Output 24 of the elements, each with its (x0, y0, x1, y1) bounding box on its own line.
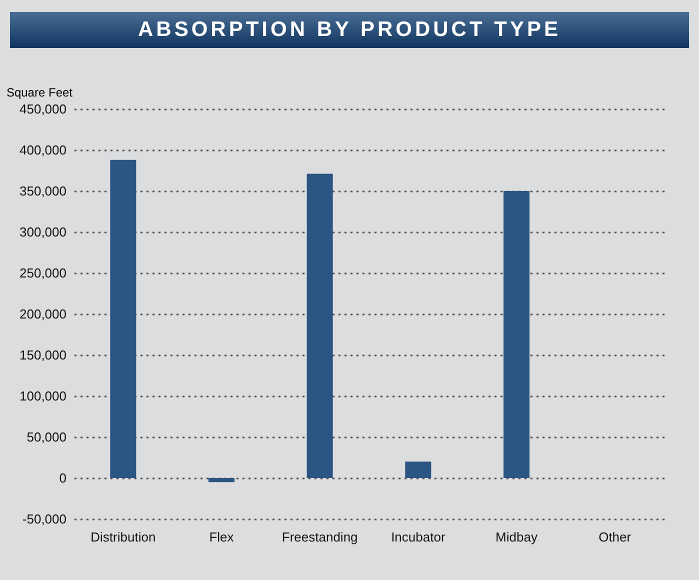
y-tick-label: 50,000 (26, 430, 66, 444)
x-tick-label: Midbay (496, 530, 538, 544)
bar (110, 160, 136, 478)
y-tick-label: 100,000 (20, 388, 66, 404)
y-tick-label: 300,000 (20, 224, 66, 240)
y-axis-title: Square Feet (6, 86, 74, 100)
x-tick-label: Incubator (391, 530, 446, 544)
y-tick-label: 350,000 (20, 184, 66, 198)
chart-title: ABSORPTION BY PRODUCT TYPE (10, 12, 689, 48)
x-tick-label: Other (598, 530, 632, 544)
x-tick-label: Freestanding (282, 530, 358, 544)
x-tick-label: Distribution (90, 530, 156, 544)
bar (405, 462, 432, 478)
y-tick-label: 200,000 (20, 306, 66, 322)
y-tick-label: -50,000 (22, 512, 66, 526)
y-tick-label: 450,000 (20, 102, 66, 116)
y-tick-label: 400,000 (20, 142, 66, 158)
y-tick-label: 150,000 (20, 348, 66, 362)
y-tick-label: 250,000 (20, 266, 66, 280)
bar (208, 478, 234, 482)
x-tick-label: Flex (209, 530, 234, 544)
bar (504, 191, 530, 478)
y-tick-label: 0 (59, 470, 66, 486)
bar (306, 174, 333, 478)
